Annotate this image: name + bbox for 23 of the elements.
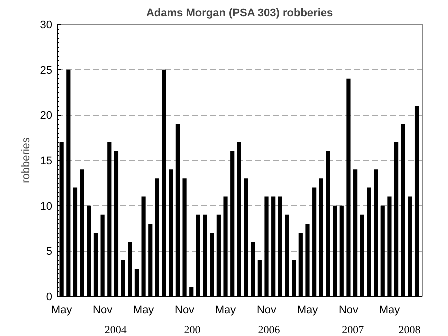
- text: 2008: [398, 324, 422, 336]
- x-tick-label: Nov: [175, 304, 196, 316]
- y-tick-label: 20: [40, 110, 53, 122]
- x-tick-label: May: [297, 304, 319, 316]
- text: 2004: [104, 324, 128, 336]
- x-tick-label: Nov: [93, 304, 114, 316]
- x-tick-label: May: [51, 304, 73, 316]
- y-tick-label: 10: [40, 200, 53, 213]
- text: 2007: [342, 324, 365, 336]
- x-tick-label: May: [379, 304, 401, 316]
- y-axis-title: robberies: [20, 137, 32, 184]
- x-tick-label: May: [133, 304, 155, 316]
- x-tick-label: May: [215, 304, 237, 316]
- y-tick-label: 25: [40, 64, 53, 77]
- text: 2006: [258, 324, 281, 336]
- y-tick-label: 30: [40, 20, 53, 32]
- y-tick-label: 0: [46, 292, 53, 304]
- chart-title: Adams Morgan (PSA 303) robberies: [146, 8, 334, 20]
- x-tick-label: Nov: [338, 304, 360, 316]
- x-tick-label: Nov: [256, 304, 278, 316]
- y-tick-label: 15: [40, 156, 53, 168]
- y-tick-label: 5: [46, 246, 53, 258]
- text: 200: [184, 324, 202, 336]
